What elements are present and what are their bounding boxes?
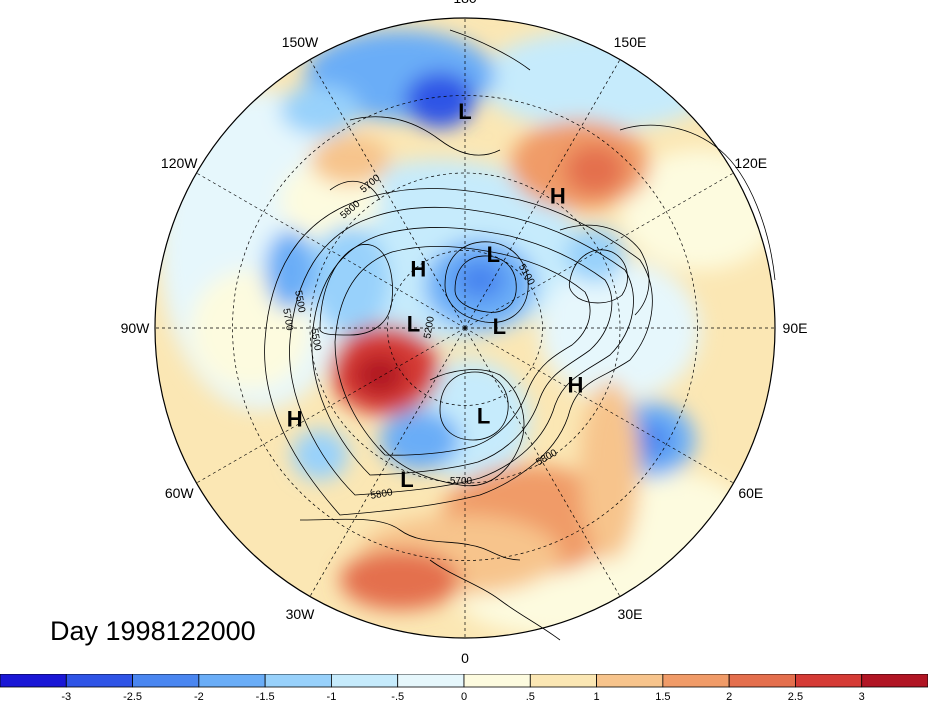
- colorbar-swatch: [264, 674, 332, 688]
- high-pressure-label: H: [550, 183, 566, 208]
- meridian-line: [196, 172, 466, 329]
- colorbar-tick-label: -1.5: [256, 691, 275, 702]
- longitude-label: 90W: [121, 320, 151, 336]
- colorbar-swatch: [529, 674, 597, 688]
- colorbar-tick-label: -.5: [391, 691, 404, 702]
- contour-label: 5500: [292, 290, 307, 314]
- low-pressure-label: L: [477, 404, 490, 429]
- longitude-label: 90E: [783, 320, 808, 336]
- colorbar-tick-label: 0: [461, 691, 467, 702]
- colorbar-tick-label: -3: [61, 691, 71, 702]
- low-pressure-label: L: [458, 99, 471, 124]
- colorbar-swatch: [397, 674, 465, 688]
- longitude-label: 120E: [734, 155, 767, 171]
- meridian-line: [464, 59, 621, 329]
- colorbar-swatch: [795, 674, 863, 688]
- graticule: [155, 18, 775, 638]
- longitude-label: 120W: [161, 155, 198, 171]
- meridian-line: [196, 327, 466, 484]
- longitude-label: 60W: [165, 485, 195, 501]
- longitude-label: 60E: [738, 485, 763, 501]
- colorbar-swatch: [0, 674, 67, 688]
- longitude-label: 30W: [286, 606, 316, 622]
- longitude-label: 180: [453, 0, 477, 6]
- map-title: Day 1998122000: [50, 616, 256, 646]
- meridian-line: [464, 327, 734, 484]
- colorbar-swatch: [596, 674, 664, 688]
- colorbar-tick-label: 2: [726, 691, 732, 702]
- low-pressure-label: L: [400, 467, 413, 492]
- low-pressure-label: L: [407, 311, 420, 336]
- colorbar-tick-label: 3: [859, 691, 865, 702]
- meridian-line: [464, 172, 734, 329]
- colorbar: -3 -2.5 -2 -1.5 -1 -.5 0 .5 1 1.5 2 2.5 3: [0, 674, 928, 702]
- height-contours: [264, 188, 653, 516]
- longitude-label: 150W: [282, 34, 319, 50]
- coastlines: [299, 29, 776, 641]
- colorbar-swatch: [861, 674, 928, 688]
- contour-label: 5500: [308, 328, 323, 352]
- high-pressure-label: H: [410, 256, 426, 281]
- colorbar-tick-label: 1: [594, 691, 600, 702]
- colorbar-tick-label: -1: [327, 691, 337, 702]
- colorbar-tick-label: .5: [526, 691, 535, 702]
- longitude-label: 150E: [614, 34, 647, 50]
- high-pressure-label: H: [568, 372, 584, 397]
- colorbar-tick-label: -2: [194, 691, 204, 702]
- contour-label: 5200: [422, 315, 437, 339]
- meridian-line: [309, 327, 466, 597]
- colorbar-swatch: [728, 674, 796, 688]
- colorbar-tick-label: 1.5: [655, 691, 670, 702]
- polar-map: 90E 60E 30E 0 30W 60W 90W 120W 150W 180 150E 120E 5…: [121, 0, 808, 666]
- longitude-label: 0: [461, 650, 469, 666]
- meridian-line: [309, 59, 466, 329]
- colorbar-swatch: [132, 674, 200, 688]
- colorbar-swatch: [65, 674, 133, 688]
- longitude-label: 30E: [618, 606, 643, 622]
- colorbar-tick-label: 2.5: [788, 691, 803, 702]
- colorbar-swatch: [463, 674, 531, 688]
- colorbar-swatch: [331, 674, 399, 688]
- contour-label: 5800: [370, 487, 394, 502]
- contour-label: 5700: [450, 476, 473, 487]
- low-pressure-label: L: [493, 314, 506, 339]
- colorbar-swatch: [198, 674, 266, 688]
- contour-label: 5700: [280, 308, 295, 332]
- map-boundary: [154, 17, 776, 639]
- colorbar-swatch: [662, 674, 730, 688]
- meridian-line: [464, 327, 621, 597]
- low-pressure-label: L: [487, 242, 500, 267]
- high-pressure-label: H: [287, 407, 303, 432]
- colorbar-tick-label: -2.5: [123, 691, 142, 702]
